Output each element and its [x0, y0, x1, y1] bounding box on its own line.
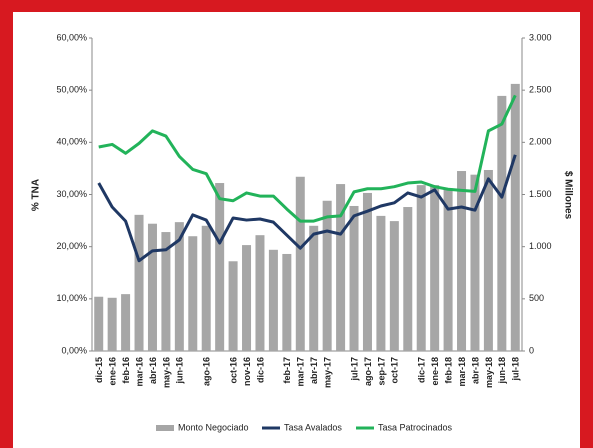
x-tick-label: oct-17 [390, 357, 400, 384]
bar [322, 200, 332, 351]
bar [416, 185, 426, 351]
y-tick-label: 40,00% [56, 137, 87, 147]
x-tick-label: abr-18 [470, 357, 480, 384]
y-tick-label: 50,00% [56, 85, 87, 95]
y2-tick-label: 0 [529, 345, 534, 355]
y2-tick-label: 1.500 [529, 189, 552, 199]
bar [336, 184, 346, 351]
y-tick-label: 10,00% [56, 293, 87, 303]
bar [121, 294, 131, 351]
bar [215, 183, 225, 351]
bar [470, 174, 480, 351]
bar [282, 253, 292, 351]
bar [403, 207, 413, 351]
legend-swatch [156, 425, 174, 431]
x-tick-label: abr-17 [309, 357, 319, 384]
line [97, 154, 517, 263]
y2-tick-label: 2.000 [529, 137, 552, 147]
x-tick-label: feb-16 [121, 357, 131, 384]
x-tick-label: mar-16 [134, 357, 144, 387]
x-tick-label: sep-17 [376, 357, 386, 386]
bar [255, 235, 265, 351]
bar [389, 221, 399, 351]
x-tick-label: ago-17 [363, 357, 373, 386]
y-tick-label: 60,00% [56, 32, 87, 42]
bar [174, 222, 184, 351]
x-tick-label: jun-18 [497, 357, 507, 385]
y-tick-label: 0,00% [61, 345, 87, 355]
y-tick-label: 30,00% [56, 189, 87, 199]
x-tick-label: dic-15 [94, 357, 104, 383]
line [98, 94, 517, 223]
bar [107, 297, 117, 351]
bar [510, 83, 520, 351]
y-axis-title: % TNA [31, 179, 42, 211]
x-tick-label: ene-18 [430, 357, 440, 386]
y2-tick-label: 2.500 [529, 85, 552, 95]
x-tick-label: dic-16 [255, 357, 265, 383]
y2-tick-label: 500 [529, 293, 544, 303]
bar [376, 215, 386, 351]
x-tick-label: may-18 [484, 357, 494, 388]
bar [309, 225, 319, 351]
bar [349, 205, 359, 351]
bar [457, 171, 467, 351]
y2-axis-title: $ Millones [562, 171, 573, 220]
x-tick-label: mar-17 [296, 357, 306, 387]
bar [147, 223, 157, 351]
x-tick-label: ene-16 [108, 357, 118, 386]
bar [188, 236, 198, 351]
x-tick-label: oct-16 [228, 357, 238, 384]
bar [228, 261, 238, 351]
y2-tick-label: 1.000 [529, 241, 552, 251]
bar [295, 176, 305, 351]
x-tick-label: abr-16 [148, 357, 158, 384]
x-tick-label: nov-16 [242, 357, 252, 386]
bar [161, 232, 171, 351]
x-tick-label: mar-18 [457, 357, 467, 387]
y2-tick-label: 3.000 [529, 32, 552, 42]
x-tick-label: may-16 [161, 357, 171, 388]
y-tick-label: 20,00% [56, 241, 87, 251]
x-tick-label: ago-16 [202, 357, 212, 386]
legend-label: Monto Negociado [178, 422, 249, 432]
bar [443, 188, 453, 351]
x-tick-label: feb-18 [443, 357, 453, 384]
bar [362, 192, 372, 351]
bar [201, 225, 211, 351]
x-tick-label: may-17 [323, 357, 333, 388]
legend-label: Tasa Avalados [284, 422, 342, 432]
bar [242, 245, 252, 351]
bar [483, 169, 493, 351]
bar [497, 95, 507, 351]
x-tick-label: jun-16 [175, 357, 185, 385]
bar [134, 214, 144, 351]
x-tick-label: jul-17 [349, 357, 359, 382]
bar [94, 296, 104, 351]
x-tick-label: dic-17 [417, 357, 427, 383]
bar [430, 185, 440, 351]
x-tick-label: feb-17 [282, 357, 292, 384]
legend-label: Tasa Patrocinados [378, 422, 453, 432]
x-tick-label: jul-18 [511, 357, 521, 382]
bar [268, 249, 278, 351]
